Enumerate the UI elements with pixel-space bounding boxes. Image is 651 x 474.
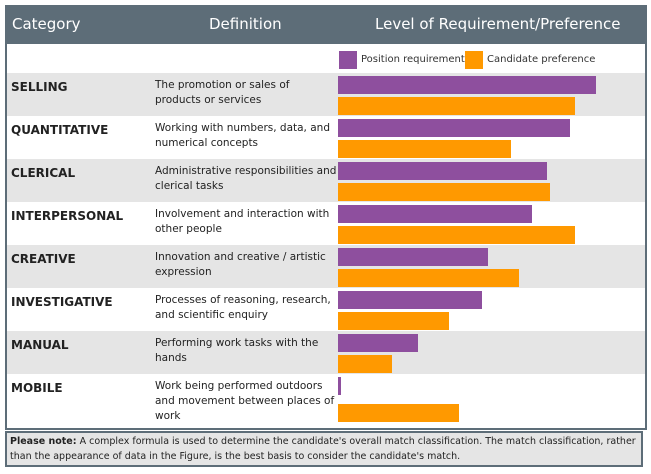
position-requirement-bar-manual	[338, 334, 418, 352]
position-requirement-bar-selling	[338, 76, 596, 94]
category-label: CREATIVE	[11, 252, 76, 266]
level-column-header: Level of Requirement/Preference	[375, 15, 621, 33]
category-definition: Processes of reasoning, research, and sc…	[155, 294, 331, 321]
legend-swatch	[465, 51, 483, 69]
candidate-preference-bar-mobile	[338, 404, 460, 422]
candidate-preference-bar-investigative	[338, 312, 449, 330]
candidate-preference-bar-clerical	[338, 183, 550, 201]
note-text: A complex formula is used to determine t…	[10, 436, 636, 462]
category-definition: Administrative responsibilities and cler…	[155, 165, 337, 192]
category-label: CLERICAL	[11, 166, 76, 180]
please-note-box: Please note: A complex formula is used t…	[5, 431, 643, 467]
definition-column-header: Definition	[209, 15, 282, 33]
category-definition: Performing work tasks with the hands	[155, 337, 319, 364]
category-label: INTERPERSONAL	[11, 209, 124, 223]
category-definition: Involvement and interaction with other p…	[155, 208, 330, 235]
position-requirement-bar-interpersonal	[338, 205, 532, 223]
category-label: QUANTITATIVE	[11, 123, 109, 137]
category-label: INVESTIGATIVE	[11, 295, 113, 309]
candidate-preference-bar-creative	[338, 269, 519, 287]
position-requirement-bar-quantitative	[338, 119, 571, 137]
candidate-preference-bar-manual	[338, 355, 393, 373]
position-requirement-bar-clerical	[338, 162, 547, 180]
position-requirement-bar-creative	[338, 248, 488, 266]
position-requirement-bar-mobile	[338, 377, 341, 395]
legend-label: Position requirement	[361, 54, 465, 65]
position-requirement-bar-investigative	[338, 291, 483, 309]
table-header: Category Definition Level of Requirement…	[7, 7, 645, 44]
category-definition: Innovation and creative / artistic expre…	[155, 251, 326, 278]
category-definition: The promotion or sales of products or se…	[155, 79, 290, 106]
row-background	[7, 245, 645, 288]
candidate-preference-bar-interpersonal	[338, 226, 576, 244]
chart-panel: Category Definition Level of Requirement…	[5, 5, 647, 430]
category-label: MOBILE	[11, 381, 63, 395]
legend-swatch	[339, 51, 357, 69]
category-definition: Working with numbers, data, and numerica…	[155, 122, 330, 149]
category-label: MANUAL	[11, 338, 69, 352]
note-label: Please note:	[10, 436, 77, 447]
category-label: SELLING	[11, 80, 68, 94]
legend-label: Candidate preference	[487, 54, 596, 65]
category-definition: Work being performed outdoors and moveme…	[155, 380, 335, 422]
candidate-preference-bar-selling	[338, 97, 576, 115]
candidate-preference-bar-quantitative	[338, 140, 511, 158]
row-background	[7, 331, 645, 374]
category-column-header: Category	[12, 15, 81, 33]
